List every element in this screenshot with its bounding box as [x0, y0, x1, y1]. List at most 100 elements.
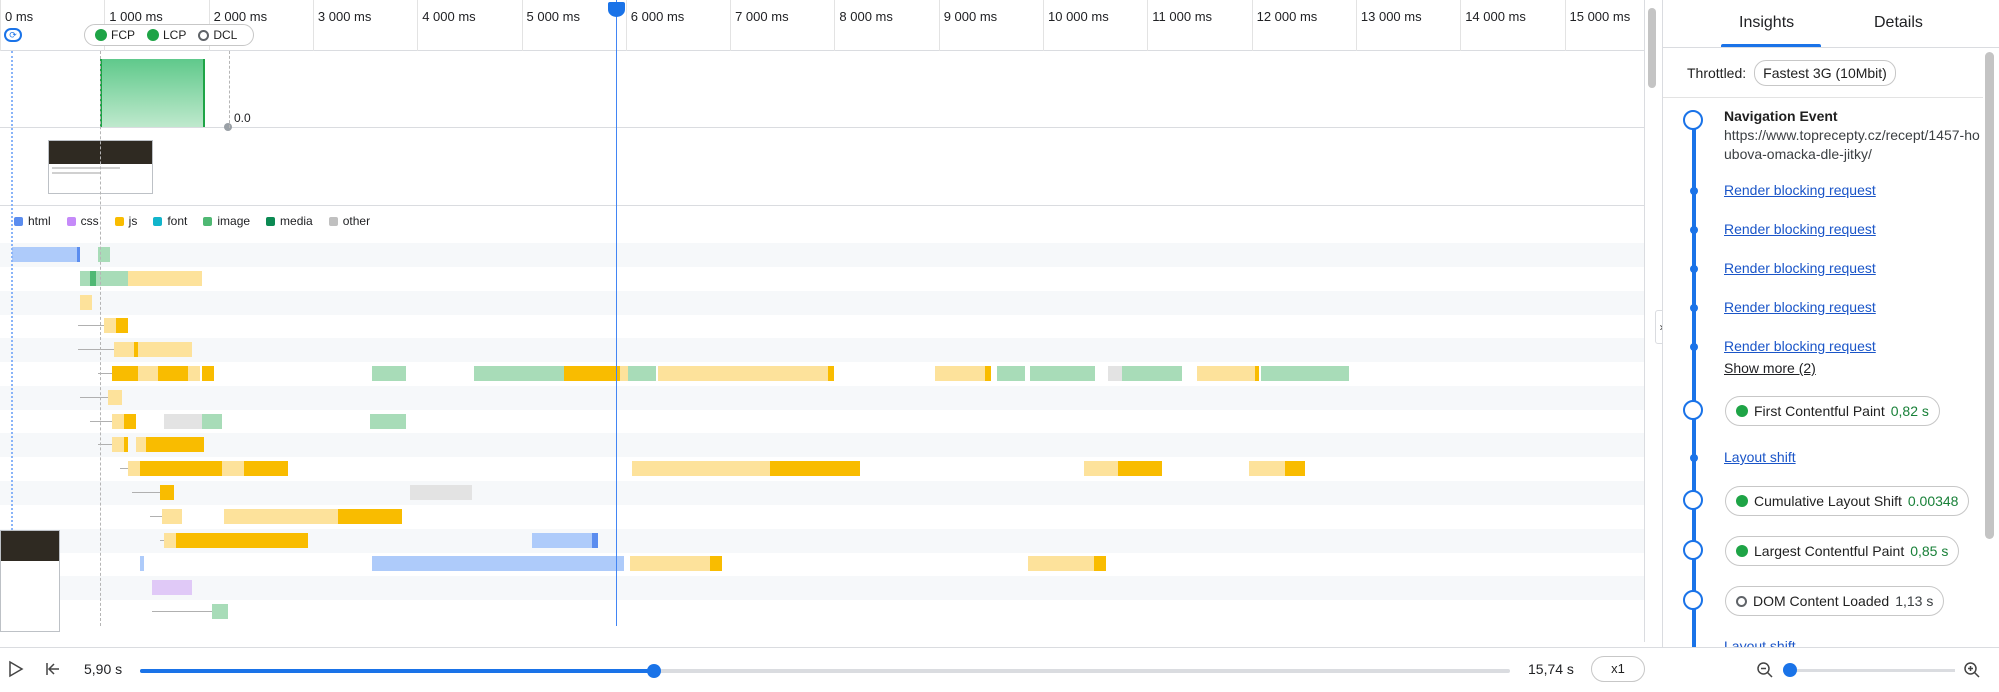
request-bar[interactable] [108, 389, 122, 405]
request-bar[interactable] [128, 270, 202, 286]
request-bar[interactable] [146, 342, 192, 358]
request-bar[interactable] [630, 556, 710, 572]
request-bar[interactable] [770, 461, 860, 477]
request-bar[interactable] [104, 270, 128, 286]
request-bar[interactable] [1030, 366, 1095, 381]
timeline-panel[interactable]: 0 ms 1 000 ms 2 000 ms 3 000 ms 4 000 ms 5 00… [0, 0, 1645, 642]
request-bar[interactable] [112, 366, 138, 381]
request-bar[interactable] [620, 366, 628, 381]
request-bar[interactable] [632, 461, 770, 477]
tab-details[interactable]: Details [1874, 14, 1923, 31]
request-bar[interactable] [1285, 461, 1305, 477]
request-bar[interactable] [935, 366, 985, 381]
request-bar[interactable] [997, 366, 1025, 381]
layout-shift-link[interactable]: Layout shift [1724, 449, 1796, 465]
link-icon[interactable]: ⟳ [4, 28, 22, 42]
play-icon[interactable] [8, 660, 24, 678]
request-bar[interactable] [164, 532, 176, 548]
request-bar[interactable] [114, 342, 134, 358]
request-bar[interactable] [1261, 366, 1317, 381]
render-blocking-link-5[interactable]: Render blocking request [1724, 338, 1876, 354]
request-bar[interactable] [138, 366, 158, 381]
lcp-chip[interactable]: Largest Contentful Paint 0,85 s [1725, 536, 1960, 566]
show-more-link[interactable]: Show more (2) [1724, 360, 1816, 376]
request-bar[interactable] [1118, 461, 1162, 477]
request-bar[interactable] [224, 508, 338, 524]
request-bar[interactable] [1197, 366, 1255, 381]
request-bar[interactable] [410, 485, 472, 500]
zoom-in-icon[interactable] [1963, 661, 1981, 679]
request-bar[interactable] [1255, 366, 1259, 381]
request-bar[interactable] [710, 556, 722, 572]
request-bar[interactable] [202, 366, 214, 381]
waterfall-row[interactable] [0, 528, 1644, 553]
request-bar[interactable] [370, 413, 406, 429]
request-bar[interactable] [244, 461, 288, 477]
request-bar[interactable] [1108, 366, 1122, 381]
request-bar[interactable] [77, 247, 80, 262]
request-bar[interactable] [628, 366, 656, 381]
request-bar[interactable] [828, 366, 834, 381]
waterfall-row[interactable] [0, 481, 1644, 505]
waterfall-row[interactable] [0, 338, 1644, 363]
waterfall-row[interactable] [0, 600, 1644, 624]
request-bar[interactable] [116, 318, 128, 334]
request-bar[interactable] [1249, 461, 1285, 477]
request-bar[interactable] [985, 366, 991, 381]
request-bar[interactable] [90, 270, 96, 286]
request-bar[interactable] [1317, 366, 1349, 381]
request-bar[interactable] [372, 366, 406, 381]
waterfall-row[interactable] [0, 314, 1644, 338]
network-track[interactable]: 0.0 [0, 51, 1644, 131]
playback-slider[interactable] [140, 664, 1510, 678]
request-bar[interactable] [212, 604, 228, 619]
zoom-out-icon[interactable] [1756, 661, 1774, 679]
waterfall-row[interactable] [0, 385, 1644, 410]
request-bar[interactable] [104, 318, 116, 334]
layout-shift-link-cut[interactable]: Layout shift [1724, 638, 1796, 647]
request-bar[interactable] [112, 437, 124, 453]
request-bar[interactable] [80, 270, 90, 286]
request-bar[interactable] [564, 366, 620, 381]
request-bar[interactable] [152, 580, 192, 596]
timeline-scrollbar[interactable] [1648, 8, 1656, 88]
request-bar[interactable] [158, 366, 188, 381]
waterfall-row[interactable] [0, 290, 1644, 315]
waterfall-row[interactable] [0, 267, 1644, 291]
waterfall-row[interactable] [0, 362, 1644, 386]
request-bar[interactable] [658, 366, 828, 381]
request-bar[interactable] [140, 556, 144, 572]
cls-chip[interactable]: Cumulative Layout Shift 0.00348 [1725, 486, 1970, 516]
time-ruler[interactable]: 0 ms 1 000 ms 2 000 ms 3 000 ms 4 000 ms 5 00… [0, 0, 1644, 51]
request-bar[interactable] [140, 461, 222, 477]
time-cursor-line[interactable] [616, 0, 617, 626]
request-bar[interactable] [138, 342, 146, 358]
tab-insights[interactable]: Insights [1739, 14, 1795, 31]
render-blocking-link-2[interactable]: Render blocking request [1724, 221, 1876, 237]
fcp-chip[interactable]: First Contentful Paint 0,82 s [1725, 396, 1940, 426]
render-blocking-link-3[interactable]: Render blocking request [1724, 260, 1876, 276]
request-bar[interactable] [532, 532, 592, 548]
dcl-chip[interactable]: DOM Content Loaded 1,13 s [1725, 586, 1945, 616]
screenshots-track[interactable] [0, 128, 1644, 206]
request-bar[interactable] [474, 366, 564, 381]
request-bar[interactable] [80, 294, 92, 310]
waterfall-row[interactable] [0, 433, 1644, 458]
request-bar[interactable] [1122, 366, 1182, 381]
playback-speed-button[interactable]: x1 [1591, 656, 1645, 682]
waterfall-row[interactable] [0, 410, 1644, 434]
request-bar[interactable] [12, 247, 77, 262]
request-bar[interactable] [1028, 556, 1094, 572]
throttle-chip[interactable]: Fastest 3G (10Mbit) [1754, 60, 1896, 86]
zoom-slider-knob[interactable] [1783, 663, 1797, 677]
request-bar[interactable] [202, 413, 222, 429]
request-bar[interactable] [618, 556, 624, 572]
request-bar[interactable] [338, 508, 402, 524]
request-bar[interactable] [124, 413, 136, 429]
request-bar[interactable] [1094, 556, 1106, 572]
request-bar[interactable] [372, 556, 618, 572]
render-blocking-link-1[interactable]: Render blocking request [1724, 182, 1876, 198]
waterfall-row[interactable] [0, 576, 1644, 601]
waterfall-row[interactable] [0, 243, 1644, 267]
request-bar[interactable] [188, 366, 200, 381]
